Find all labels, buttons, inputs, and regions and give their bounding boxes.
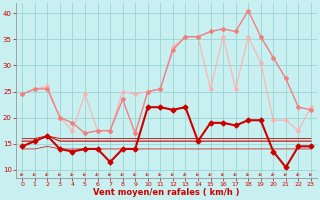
X-axis label: Vent moyen/en rafales ( km/h ): Vent moyen/en rafales ( km/h )	[93, 188, 240, 197]
